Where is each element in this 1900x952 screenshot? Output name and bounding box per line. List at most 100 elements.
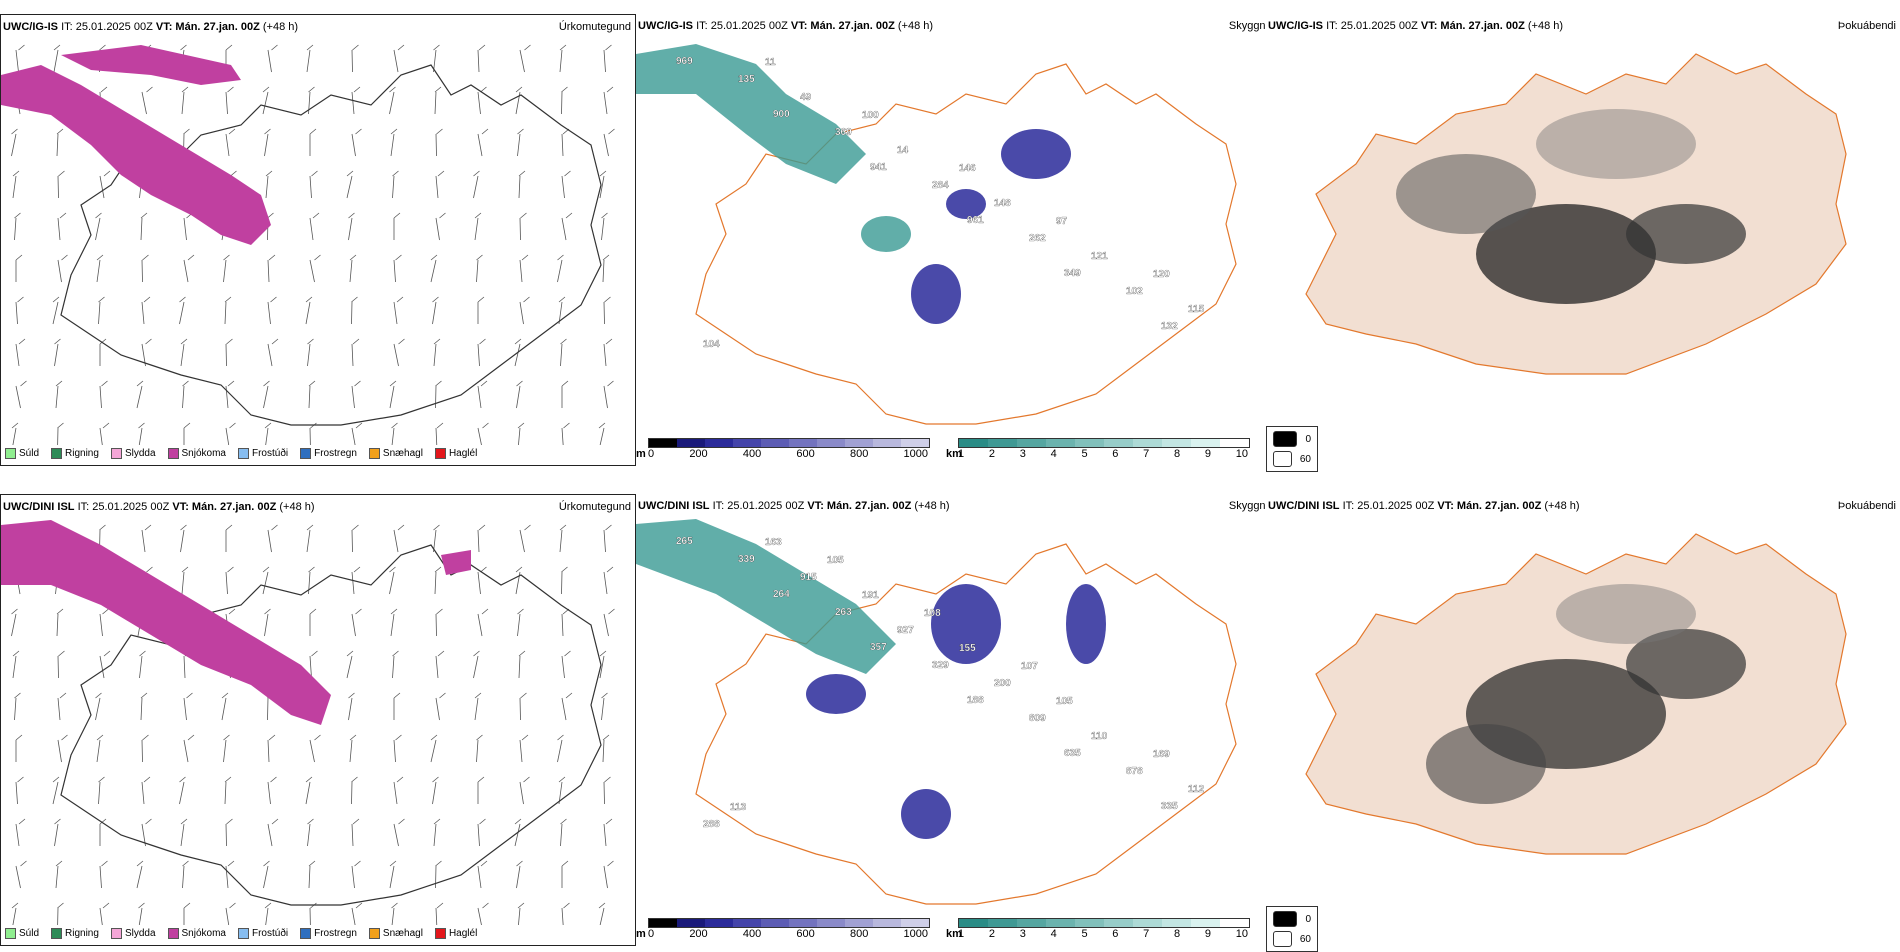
legend-item: Slydda xyxy=(110,928,156,939)
wind-barb xyxy=(519,734,529,763)
wind-barb xyxy=(99,650,111,679)
wind-barb xyxy=(223,254,230,283)
precip-type-panel-bottom: UWC/DINI ISL IT: 25.01.2025 00Z VT: Mán.… xyxy=(0,494,636,946)
wind-barb xyxy=(225,818,233,847)
wind-barb xyxy=(393,776,404,805)
legend-label: Slydda xyxy=(124,928,156,939)
visibility-value: 900 xyxy=(773,109,790,120)
wind-barb xyxy=(181,86,189,115)
wind-barb xyxy=(518,170,526,199)
wind-barb xyxy=(561,86,568,115)
wind-barb xyxy=(435,692,446,721)
wind-barb xyxy=(183,212,193,241)
precip-type-panel-top: UWC/IG-IS IT: 25.01.2025 00Z VT: Mán. 27… xyxy=(0,14,636,466)
wind-barb xyxy=(140,692,148,721)
wind-barb xyxy=(389,380,397,409)
wind-barb xyxy=(309,128,317,156)
legend-swatch xyxy=(434,928,446,939)
colorbar-tick: 600 xyxy=(796,928,815,940)
colorbar-tick: 7 xyxy=(1143,928,1150,940)
wind-barb xyxy=(559,524,567,553)
wind-barb xyxy=(477,776,485,804)
wind-barb xyxy=(309,212,320,241)
legend-label: Snæhagl xyxy=(382,928,423,939)
legend-label: Frostúði xyxy=(251,928,289,939)
legend-label: Frostregn xyxy=(314,448,357,459)
wind-barb xyxy=(141,818,152,847)
wind-barb xyxy=(140,212,148,241)
wind-barb xyxy=(389,566,396,595)
legend-swatch xyxy=(5,928,16,939)
colorbar-cell xyxy=(1191,919,1220,927)
panel-header: UWC/IG-IS IT: 25.01.2025 00Z VT: Mán. 27… xyxy=(1268,20,1564,32)
visibility-value: 148 xyxy=(994,198,1011,209)
visibility-value: 263 xyxy=(835,607,852,618)
wind-barb xyxy=(477,818,486,847)
wind-barb xyxy=(55,380,63,409)
colorbar-cell xyxy=(1220,919,1249,927)
wind-barb xyxy=(309,650,318,679)
wind-barb xyxy=(389,860,397,889)
legend-swatch xyxy=(51,928,63,939)
legend-label: Snæhagl xyxy=(382,448,423,459)
wind-barb xyxy=(14,692,21,721)
wind-barb xyxy=(351,860,361,889)
wind-barb xyxy=(602,254,610,283)
visibility-map: 969 900 941 961 349 132 135 369 284 262 102 104 49 14… xyxy=(636,44,1237,425)
colorbar-tick: 1 xyxy=(958,448,965,460)
visibility-value: 339 xyxy=(738,554,755,565)
wind-barb xyxy=(435,128,443,157)
wind-barb xyxy=(309,734,321,763)
wind-barb xyxy=(560,818,567,847)
colorbar-tick: 7 xyxy=(1143,448,1150,460)
wind-barb xyxy=(435,212,446,241)
colorbar-tick: 9 xyxy=(1204,448,1211,460)
wind-barb xyxy=(57,422,64,445)
wind-barb xyxy=(99,422,110,445)
wind-barb xyxy=(473,170,480,199)
wind-barb xyxy=(561,422,570,445)
precip-map xyxy=(1,520,615,925)
wind-barb xyxy=(351,296,358,325)
wind-barb xyxy=(305,296,313,325)
visibility-value: 262 xyxy=(1029,233,1046,244)
wind-barb xyxy=(351,380,361,409)
wind-barb xyxy=(182,860,189,889)
wind-barb xyxy=(99,338,107,366)
wind-barb xyxy=(56,128,64,157)
panel-header: UWC/DINI ISL IT: 25.01.2025 00Z VT: Mán.… xyxy=(3,501,315,513)
wind-barb xyxy=(432,296,439,325)
wind-barb xyxy=(180,524,187,553)
wind-barb xyxy=(514,818,522,847)
colorbar-tick: 10 xyxy=(1235,448,1248,460)
wind-barb xyxy=(601,212,608,241)
colorbar-unit: m xyxy=(636,928,646,940)
wind-barb xyxy=(603,338,613,367)
wind-barb xyxy=(225,422,236,445)
colorbar-tick: 800 xyxy=(849,928,869,940)
wind-barb xyxy=(477,608,489,637)
wind-barb xyxy=(351,902,363,925)
wind-barb xyxy=(517,608,524,637)
legend-item: Súld xyxy=(5,448,39,459)
colorbar-tick: 600 xyxy=(796,448,815,460)
wind-barb xyxy=(305,776,313,805)
wind-barb xyxy=(141,524,152,553)
wind-barb xyxy=(477,902,489,925)
visibility-value: 369 xyxy=(835,127,852,138)
wind-barb xyxy=(183,692,193,721)
colorbar-tick: 2 xyxy=(988,928,995,940)
visibility-value: 104 xyxy=(703,339,720,350)
visibility-value: 49 xyxy=(800,92,812,103)
legend-item: Frostúði xyxy=(237,448,288,459)
colorbar-cell xyxy=(705,919,733,927)
colorbar-cell xyxy=(705,439,733,447)
colorbar-tick: 9 xyxy=(1204,928,1211,940)
wind-barb xyxy=(435,902,444,925)
wind-barb xyxy=(561,608,570,637)
fog-map xyxy=(1305,533,1847,855)
colorbar-tick: 3 xyxy=(1019,928,1026,940)
visibility-value: 349 xyxy=(1064,268,1081,279)
wind-barb xyxy=(141,254,149,283)
wind-barb xyxy=(389,86,396,115)
